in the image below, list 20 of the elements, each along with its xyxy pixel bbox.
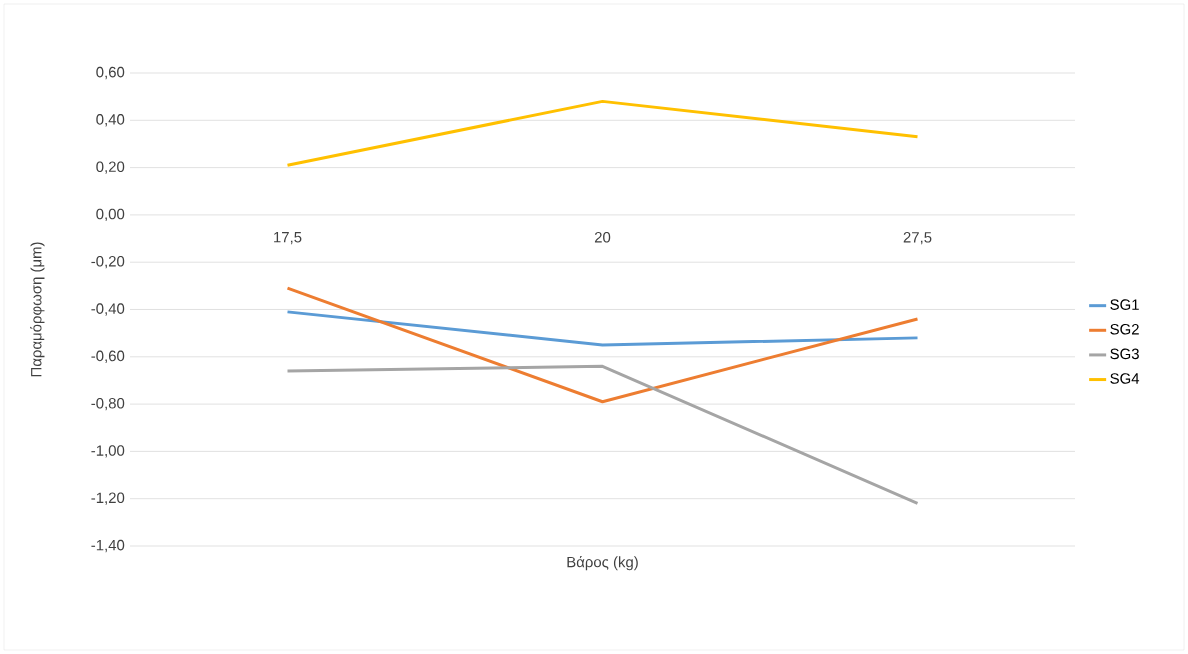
- y-tick-label: 0,20: [96, 161, 125, 174]
- x-tick-label: 20: [594, 232, 611, 243]
- y-tick-label: -0,20: [91, 256, 125, 269]
- y-tick-label: -1,20: [91, 492, 125, 505]
- x-tick-label: 17,5: [274, 232, 302, 245]
- legend-label: SG3: [1110, 348, 1139, 360]
- legend-label: SG1: [1110, 299, 1139, 310]
- y-tick-label: 0,60: [96, 66, 125, 80]
- y-tick-label: -1,00: [91, 445, 125, 458]
- legend-label: SG2: [1110, 323, 1139, 335]
- x-axis-title: Βάρος (kg): [567, 555, 638, 571]
- y-tick-label: -0,60: [91, 350, 125, 363]
- y-tick-label: 0,40: [96, 114, 125, 127]
- y-tick-label: 0,00: [96, 208, 125, 222]
- y-tick-label: -1,40: [91, 539, 125, 553]
- x-tick-label: 27,5: [903, 232, 932, 245]
- y-axis-title: Παραμόρφωση (μm): [30, 242, 45, 377]
- y-tick-label: -0,80: [91, 397, 125, 411]
- y-tick-label: -0,40: [91, 303, 125, 316]
- legend-label: SG4: [1110, 373, 1140, 384]
